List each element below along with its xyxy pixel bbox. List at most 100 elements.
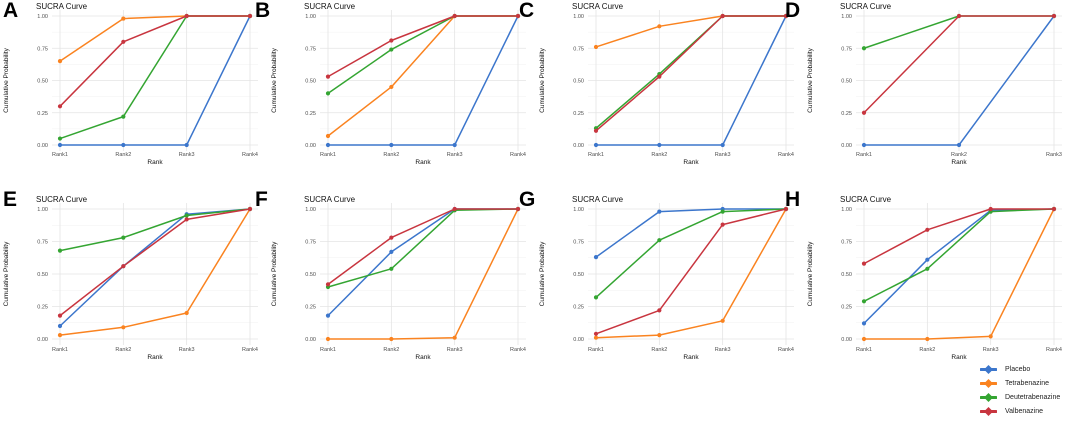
svg-text:Rank1: Rank1 bbox=[320, 347, 336, 353]
svg-text:0.00: 0.00 bbox=[305, 143, 316, 149]
svg-text:Rank4: Rank4 bbox=[778, 152, 794, 158]
svg-text:Rank2: Rank2 bbox=[383, 347, 399, 353]
svg-text:0.75: 0.75 bbox=[841, 240, 852, 246]
svg-text:Rank1: Rank1 bbox=[588, 152, 604, 158]
legend-item-placebo: Placebo bbox=[980, 364, 1060, 374]
svg-text:0.25: 0.25 bbox=[841, 305, 852, 311]
svg-text:0.50: 0.50 bbox=[37, 272, 48, 278]
svg-text:0.00: 0.00 bbox=[573, 143, 584, 149]
line-diamond-icon bbox=[980, 378, 997, 388]
svg-text:Rank: Rank bbox=[951, 354, 967, 361]
svg-text:0.50: 0.50 bbox=[841, 272, 852, 278]
svg-text:Cumulative Probability: Cumulative Probability bbox=[539, 241, 546, 306]
svg-text:Cumulative Probability: Cumulative Probability bbox=[3, 47, 10, 112]
svg-text:Rank: Rank bbox=[683, 354, 699, 361]
svg-text:0.25: 0.25 bbox=[573, 111, 584, 117]
svg-text:1.00: 1.00 bbox=[841, 207, 852, 213]
svg-text:SUCRA Curve: SUCRA Curve bbox=[36, 195, 88, 204]
sucra-plot-d: 0.00 0.25 0.50 0.75 1.00 Rank1 Rank2 Rank3 Rank C… bbox=[807, 2, 1062, 166]
legend-item-valbenazine: Valbenazine bbox=[980, 406, 1060, 416]
svg-text:Rank1: Rank1 bbox=[52, 152, 68, 158]
svg-text:Rank3: Rank3 bbox=[179, 347, 195, 353]
svg-text:0.50: 0.50 bbox=[305, 79, 316, 85]
svg-text:Rank2: Rank2 bbox=[383, 152, 399, 158]
svg-text:0.50: 0.50 bbox=[573, 272, 584, 278]
legend: Placebo Tetrabenazine Deutetrabenazine V… bbox=[980, 364, 1060, 416]
svg-text:0.50: 0.50 bbox=[37, 79, 48, 85]
svg-text:Rank: Rank bbox=[415, 159, 431, 166]
svg-text:0.00: 0.00 bbox=[841, 143, 852, 149]
svg-text:Cumulative Probability: Cumulative Probability bbox=[807, 47, 814, 112]
svg-text:Rank1: Rank1 bbox=[588, 347, 604, 353]
svg-text:Rank: Rank bbox=[951, 159, 967, 166]
svg-text:1.00: 1.00 bbox=[573, 207, 584, 213]
legend-label: Valbenazine bbox=[1005, 407, 1044, 415]
svg-text:Rank3: Rank3 bbox=[983, 347, 999, 353]
panel-letter-a: A bbox=[3, 0, 19, 22]
svg-text:0.50: 0.50 bbox=[573, 79, 584, 85]
panel-letter-f: F bbox=[255, 188, 268, 211]
svg-text:Cumulative Probability: Cumulative Probability bbox=[807, 241, 814, 306]
svg-text:SUCRA Curve: SUCRA Curve bbox=[304, 195, 356, 204]
svg-text:1.00: 1.00 bbox=[37, 14, 48, 20]
svg-text:Rank: Rank bbox=[147, 159, 163, 166]
legend-label: Placebo bbox=[1005, 365, 1031, 373]
svg-text:Rank: Rank bbox=[683, 159, 699, 166]
sucra-plot-f: 0.00 0.25 0.50 0.75 1.00 Rank1 Rank2 Rank3 Rank4… bbox=[271, 195, 526, 361]
svg-text:Rank4: Rank4 bbox=[778, 347, 794, 353]
svg-text:0.00: 0.00 bbox=[37, 143, 48, 149]
svg-text:1.00: 1.00 bbox=[841, 14, 852, 20]
sucra-plot-e: 0.00 0.25 0.50 0.75 1.00 Rank1 Rank2 Rank3 Rank4… bbox=[3, 195, 258, 361]
svg-text:Rank2: Rank2 bbox=[651, 152, 667, 158]
svg-text:0.00: 0.00 bbox=[573, 337, 584, 343]
sucra-plot-a: 0.00 0.25 0.50 0.75 1.00 Rank1 Rank2 Rank3 Rank4… bbox=[3, 2, 258, 166]
svg-text:Rank2: Rank2 bbox=[951, 152, 967, 158]
svg-text:Rank: Rank bbox=[147, 354, 163, 361]
svg-text:0.75: 0.75 bbox=[305, 240, 316, 246]
svg-text:0.25: 0.25 bbox=[37, 305, 48, 311]
svg-text:0.00: 0.00 bbox=[305, 337, 316, 343]
svg-text:0.75: 0.75 bbox=[841, 46, 852, 52]
svg-text:1.00: 1.00 bbox=[305, 207, 316, 213]
panel-letter-c: C bbox=[519, 0, 535, 22]
sucra-plot-g: 0.00 0.25 0.50 0.75 1.00 Rank1 Rank2 Rank3 Rank4… bbox=[539, 195, 794, 361]
line-diamond-icon bbox=[980, 364, 997, 374]
svg-text:Rank4: Rank4 bbox=[510, 347, 526, 353]
svg-text:Cumulative Probability: Cumulative Probability bbox=[539, 47, 546, 112]
svg-text:Rank1: Rank1 bbox=[52, 347, 68, 353]
svg-text:0.25: 0.25 bbox=[37, 111, 48, 117]
svg-text:0.50: 0.50 bbox=[305, 272, 316, 278]
svg-text:Rank4: Rank4 bbox=[510, 152, 526, 158]
svg-text:0.75: 0.75 bbox=[37, 240, 48, 246]
svg-text:Rank2: Rank2 bbox=[651, 347, 667, 353]
sucra-plot-c: 0.00 0.25 0.50 0.75 1.00 Rank1 Rank2 Rank3 Rank4… bbox=[539, 2, 794, 166]
svg-text:Rank1: Rank1 bbox=[856, 347, 872, 353]
svg-text:SUCRA Curve: SUCRA Curve bbox=[840, 195, 892, 204]
svg-text:Cumulative Probability: Cumulative Probability bbox=[271, 241, 278, 306]
svg-text:1.00: 1.00 bbox=[573, 14, 584, 20]
svg-text:Rank3: Rank3 bbox=[715, 347, 731, 353]
sucra-plot-h: 0.00 0.25 0.50 0.75 1.00 Rank1 Rank2 Rank3 Rank4… bbox=[807, 195, 1062, 361]
svg-text:0.75: 0.75 bbox=[305, 46, 316, 52]
svg-text:SUCRA Curve: SUCRA Curve bbox=[572, 195, 624, 204]
svg-text:0.25: 0.25 bbox=[573, 305, 584, 311]
legend-label: Tetrabenazine bbox=[1005, 379, 1049, 387]
panel-letter-e: E bbox=[3, 188, 18, 211]
svg-text:Cumulative Probability: Cumulative Probability bbox=[271, 47, 278, 112]
panel-letter-d: D bbox=[785, 0, 801, 22]
svg-text:Rank4: Rank4 bbox=[1046, 347, 1062, 353]
svg-text:SUCRA Curve: SUCRA Curve bbox=[840, 2, 892, 11]
line-diamond-icon bbox=[980, 406, 997, 416]
svg-text:Rank2: Rank2 bbox=[115, 347, 131, 353]
svg-text:Cumulative Probability: Cumulative Probability bbox=[3, 241, 10, 306]
svg-text:Rank3: Rank3 bbox=[447, 152, 463, 158]
svg-text:0.25: 0.25 bbox=[305, 111, 316, 117]
svg-text:SUCRA Curve: SUCRA Curve bbox=[36, 2, 88, 11]
svg-text:Rank1: Rank1 bbox=[320, 152, 336, 158]
panel-letter-h: H bbox=[785, 188, 801, 211]
svg-text:0.00: 0.00 bbox=[37, 337, 48, 343]
svg-text:Rank3: Rank3 bbox=[1046, 152, 1062, 158]
svg-text:0.50: 0.50 bbox=[841, 79, 852, 85]
svg-text:Rank3: Rank3 bbox=[715, 152, 731, 158]
